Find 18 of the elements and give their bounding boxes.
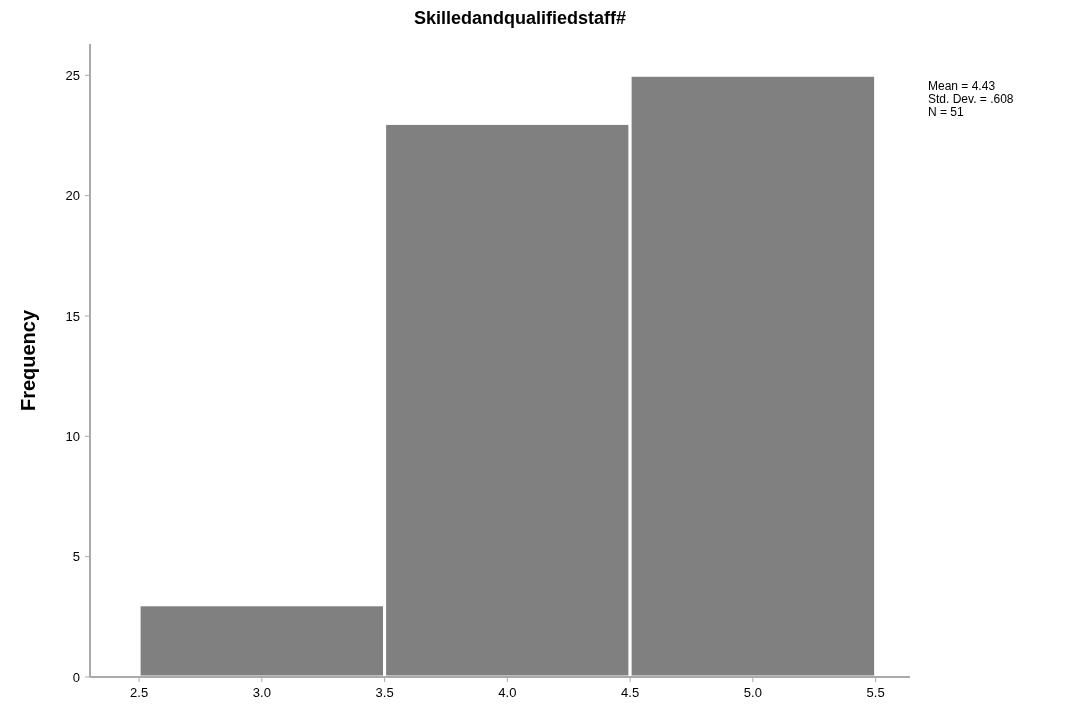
chart-title: Skilledandqualifiedstaff# xyxy=(413,8,627,28)
text: Mean = 4.43 xyxy=(928,79,996,93)
y-tick-label: 25 xyxy=(65,67,80,83)
x-tick-label: 4.0 xyxy=(498,685,517,700)
y-tick-label: 20 xyxy=(65,188,80,204)
y-tick-label: 0 xyxy=(72,669,80,685)
x-tick-label: 3.0 xyxy=(252,685,271,700)
x-tick-label: 3.5 xyxy=(375,685,394,700)
y-axis-title: Frequency xyxy=(17,309,39,412)
y-tick-label: 10 xyxy=(65,428,80,444)
text: N = 51 xyxy=(928,105,965,119)
text: Std. Dev. = .608 xyxy=(928,92,1014,106)
x-tick-label: 5.0 xyxy=(743,685,762,700)
x-tick-label: 2.5 xyxy=(130,685,149,700)
y-tick-label: 5 xyxy=(72,549,80,565)
x-tick-label: 4.5 xyxy=(621,685,640,700)
x-tick-label: 5.5 xyxy=(866,685,885,700)
y-tick-label: 15 xyxy=(65,308,80,324)
